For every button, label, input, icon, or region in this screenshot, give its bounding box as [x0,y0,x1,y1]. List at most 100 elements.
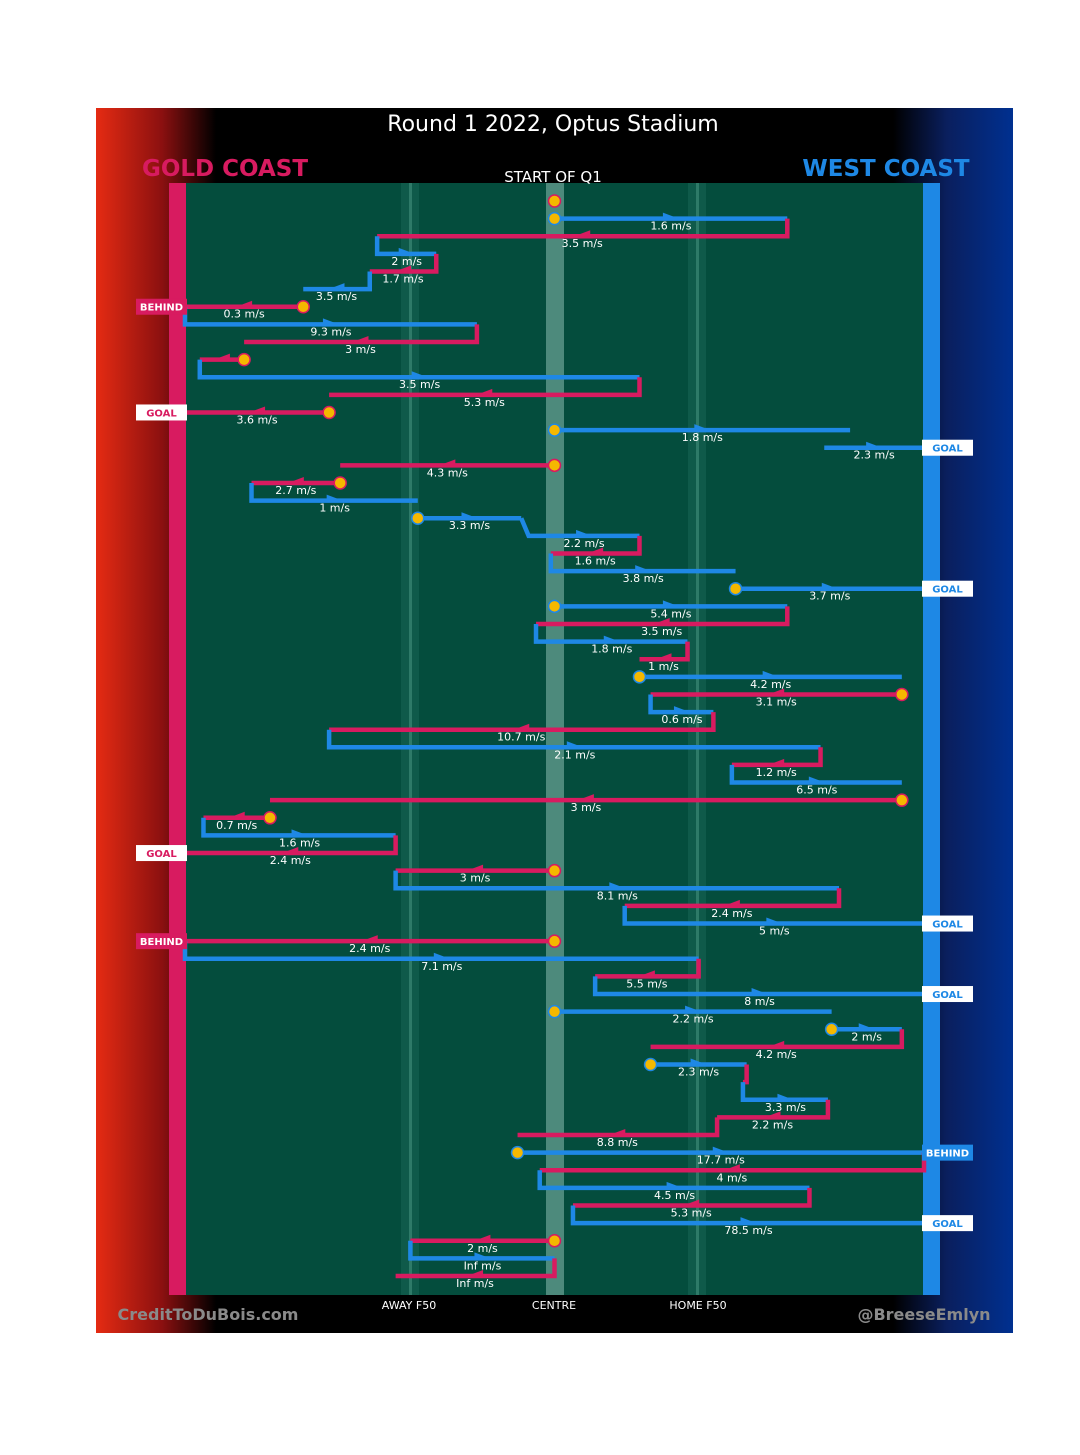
chain-arrow [609,882,626,889]
chain-arrow [577,794,594,801]
chain-arrow [467,864,484,871]
result-label: GOAL [932,1219,963,1230]
chain-52 [740,1082,828,1103]
speed-label: 78.5 m/s [724,1224,772,1237]
chain-53 [717,1099,831,1120]
chain-arrow [638,970,655,977]
speed-label: 2 m/s [851,1030,882,1043]
speed-label: 1 m/s [648,660,679,673]
chain-arrow [576,529,593,536]
speed-label: 4.3 m/s [427,466,468,479]
chain-32 [326,729,821,750]
speed-label: 8.1 m/s [597,889,638,902]
chain-20 [519,517,640,539]
speed-label: 1.6 m/s [575,554,616,567]
stoppage-marker [643,1057,658,1072]
chain-46 [592,976,924,997]
chain-arrow [723,1164,740,1171]
stoppage-marker [411,511,425,525]
chain-arrow [411,371,428,378]
chain-arrow [768,688,785,695]
result-label: BEHIND [140,937,183,948]
chain-3 [377,218,790,239]
chain-arrow [673,706,690,713]
result-badge [922,1215,973,1232]
result-badge [136,298,187,315]
chain-arrow [474,1234,491,1241]
chain-37 [201,817,396,838]
speed-label: 2.4 m/s [270,854,311,867]
speed-label: 4.2 m/s [756,1048,797,1061]
chain-arrow [476,388,493,395]
chain-arrow [236,300,253,307]
chain-arrow [635,565,652,572]
stoppage-marker [547,1234,562,1248]
speed-label: 1.8 m/s [682,431,723,444]
stoppage-marker [263,811,277,825]
chain-arrow [228,811,245,818]
result-label: GOAL [146,849,177,860]
result-badge [136,845,187,862]
speed-label: 5 m/s [759,925,790,938]
chain-38 [185,835,398,856]
speed-label: 1.2 m/s [756,766,797,779]
chain-arrow [766,917,783,924]
chain-18 [249,482,418,503]
stoppage-marker [547,863,562,878]
footer: CreditToDuBois.com @BreeseEmlyn AWAY F50… [118,1299,991,1324]
stoppage-marker [547,934,562,948]
speed-label: 2.2 m/s [672,1013,713,1026]
chain-40 [393,870,840,891]
result-label: GOAL [932,444,963,455]
chain-12 [329,377,642,398]
chain-27 [639,641,690,662]
chain-arrow [361,935,378,942]
chain-arrow [461,512,478,519]
chain-9 [244,324,480,345]
stoppage-marker [824,1022,839,1037]
speed-label: 1 m/s [319,502,350,515]
chain-arrow [866,441,883,448]
chain-30 [648,694,714,715]
chain-arrow [467,1270,484,1276]
speed-label: 3.5 m/s [399,378,440,391]
speed-label: 3 m/s [460,872,491,885]
speed-label: 4.5 m/s [654,1189,695,1202]
chain-42 [622,905,924,926]
speed-label: 5.3 m/s [671,1207,712,1220]
stoppage-marker [547,423,562,437]
chain-25 [536,606,790,627]
stoppage-marker [510,1145,525,1160]
chain-arrow [587,547,604,554]
field [169,183,940,1295]
result-badge [922,580,973,597]
speed-label: 1.6 m/s [650,220,691,233]
chain-arrow [768,1040,785,1047]
chain-arrow [858,1023,875,1030]
west-coast-goal-line [923,183,940,1295]
speed-label: 1.6 m/s [279,836,320,849]
stoppage-marker [547,599,562,614]
chain-4 [374,236,437,257]
away-team-label: WEST COAST [802,156,970,182]
chain-arrow [322,318,339,325]
speed-label: 3 m/s [345,343,376,356]
chain-arrow [328,283,345,290]
stoppages-layer [237,194,909,1248]
speed-label: 3.3 m/s [449,519,490,532]
chain-21 [550,535,642,556]
credit-left: CreditToDuBois.com [118,1305,299,1324]
chain-6 [303,271,372,292]
chain-arrow [287,476,304,483]
chain-arrow [762,670,779,677]
stoppage-marker [728,581,743,596]
speed-labels-layer: 1.6 m/s 3.5 m/s 2 m/s 1.7 m/s 3.5 m/s 0.3 m/s… [216,220,895,1290]
chain-arrow [291,829,308,836]
result-label: GOAL [932,990,963,1001]
home-team-label: GOLD COAST [142,156,308,182]
quarter-label: START OF Q1 [504,168,602,186]
speed-label: 2.4 m/s [349,942,390,955]
result-label: GOAL [932,920,963,931]
chain-arrow [395,265,412,272]
